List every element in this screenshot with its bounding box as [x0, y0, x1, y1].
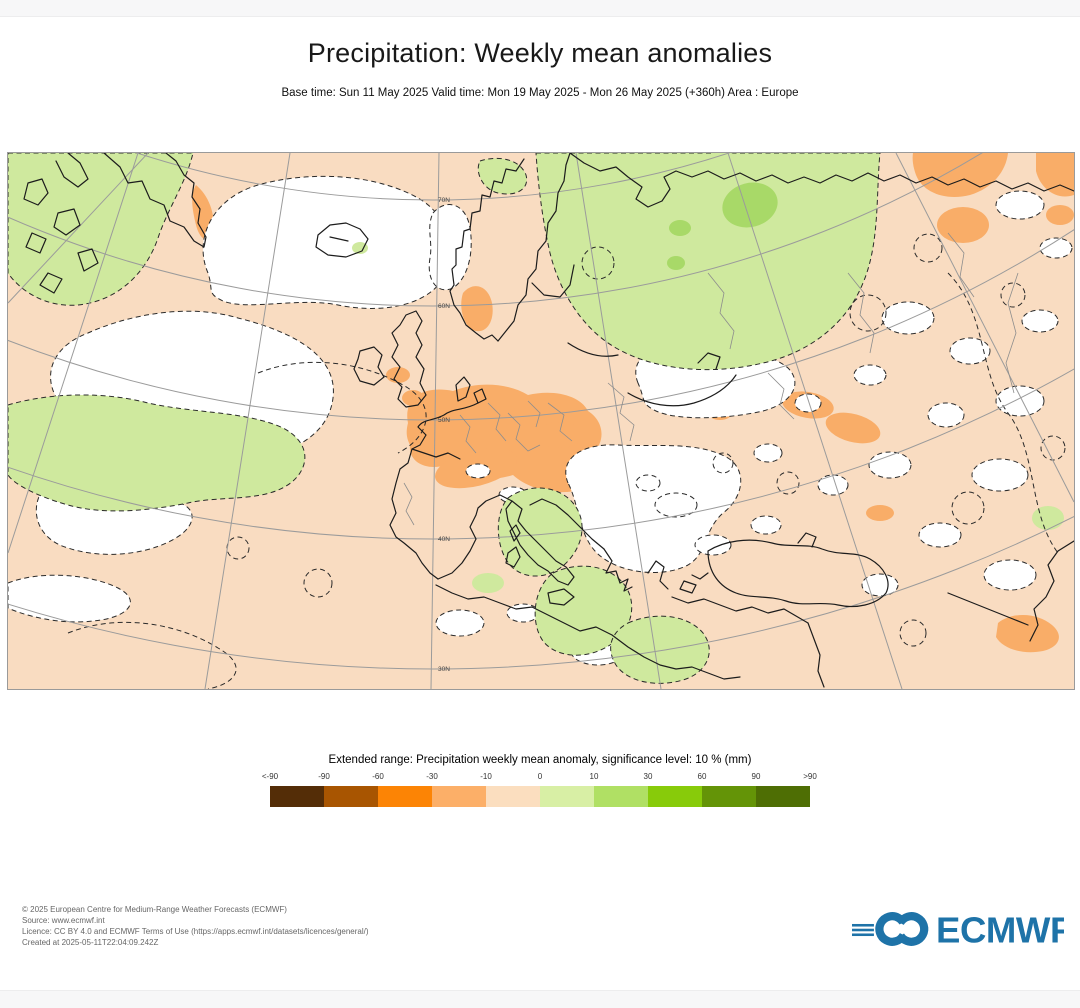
legend-swatch	[540, 786, 594, 807]
footer-created-line: Created at 2025-05-11T22:04:09.242Z	[22, 938, 159, 947]
legend-swatch	[432, 786, 486, 807]
ecmwf-logo: ECMWF	[852, 910, 1064, 951]
footer-licence-line: Licence: CC BY 4.0 and ECMWF Terms of Us…	[22, 927, 369, 936]
ecmwf-logo-text: ECMWF	[936, 910, 1064, 951]
legend-swatch	[270, 786, 324, 807]
legend-title: Extended range: Precipitation weekly mea…	[328, 754, 752, 766]
legend-swatch	[648, 786, 702, 807]
legend-swatch	[324, 786, 378, 807]
legend-swatch	[756, 786, 810, 807]
lat-label-50n: 50N	[438, 417, 450, 424]
top-edge-band	[0, 0, 1080, 17]
legend-tick: -30	[426, 772, 438, 781]
legend-colorbar	[270, 786, 810, 807]
legend-tick: 90	[751, 772, 761, 781]
lat-label-70n: 70N	[438, 197, 450, 204]
bottom-edge-band	[0, 990, 1080, 1008]
footer-source-line: Source: www.ecmwf.int	[22, 916, 105, 925]
graticule	[8, 153, 1074, 689]
legend-tick: -90	[318, 772, 330, 781]
footer-attribution: © 2025 European Centre for Medium-Range …	[22, 904, 369, 948]
legend-tick-row: <-90 -90 -60 -30 -10 0 10 30 60 90 >90	[240, 772, 840, 783]
legend-tick: >90	[803, 772, 817, 781]
legend-tick: 30	[643, 772, 653, 781]
lat-label-60n: 60N	[438, 303, 450, 310]
legend-tick: -60	[372, 772, 384, 781]
legend-tick: <-90	[261, 772, 279, 781]
page-subtitle: Base time: Sun 11 May 2025 Valid time: M…	[281, 87, 799, 99]
legend-swatch	[378, 786, 432, 807]
latitude-labels: 70N 60N 50N 40N 30N	[438, 197, 450, 673]
lat-label-40n: 40N	[438, 536, 450, 543]
map-frame: 70N 60N 50N 40N 30N	[7, 152, 1075, 690]
legend-tick: -10	[480, 772, 492, 781]
legend-swatch	[486, 786, 540, 807]
legend-swatch	[702, 786, 756, 807]
ecmwf-logo-mark	[852, 912, 929, 946]
legend-tick: 0	[537, 772, 543, 781]
footer-copyright-line: © 2025 European Centre for Medium-Range …	[22, 905, 287, 914]
legend-tick: 60	[697, 772, 707, 781]
legend-swatch	[594, 786, 648, 807]
page-title: Precipitation: Weekly mean anomalies	[307, 38, 773, 68]
legend: Extended range: Precipitation weekly mea…	[240, 750, 840, 812]
legend-tick: 10	[589, 772, 599, 781]
lat-label-30n: 30N	[438, 666, 450, 673]
coastlines	[23, 153, 1074, 688]
country-borders	[403, 232, 1019, 526]
europe-anomaly-map: 70N 60N 50N 40N 30N	[8, 153, 1074, 689]
